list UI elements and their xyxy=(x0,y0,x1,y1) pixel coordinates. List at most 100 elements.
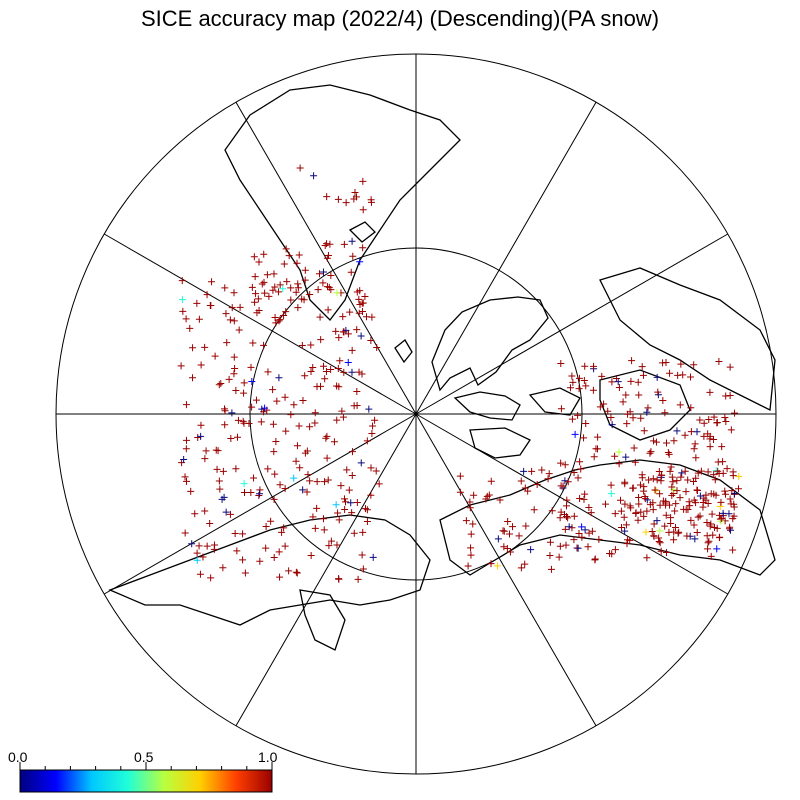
accuracy-marker xyxy=(321,241,329,249)
accuracy-marker xyxy=(290,401,298,409)
accuracy-marker xyxy=(347,268,355,276)
accuracy-marker xyxy=(665,450,673,458)
accuracy-marker xyxy=(310,172,318,180)
accuracy-marker xyxy=(262,544,270,552)
meridian-line xyxy=(103,233,417,415)
accuracy-marker xyxy=(191,510,199,518)
accuracy-marker xyxy=(661,499,669,507)
accuracy-marker xyxy=(269,286,277,294)
accuracy-marker xyxy=(564,478,572,486)
accuracy-marker xyxy=(681,467,689,475)
accuracy-marker xyxy=(705,537,713,545)
accuracy-marker xyxy=(721,487,729,495)
accuracy-marker xyxy=(282,308,290,316)
accuracy-marker xyxy=(707,520,715,528)
accuracy-marker xyxy=(323,432,331,440)
accuracy-marker xyxy=(615,448,623,456)
accuracy-marker xyxy=(299,486,307,494)
accuracy-marker xyxy=(611,510,619,518)
accuracy-marker xyxy=(655,534,663,542)
accuracy-marker xyxy=(577,465,585,473)
coastline xyxy=(528,387,581,416)
accuracy-marker xyxy=(197,432,205,440)
accuracy-marker xyxy=(343,466,351,474)
accuracy-marker xyxy=(355,309,363,317)
accuracy-marker xyxy=(181,529,189,537)
accuracy-marker xyxy=(292,288,300,296)
accuracy-marker xyxy=(239,556,247,564)
accuracy-marker xyxy=(640,512,648,520)
accuracy-marker xyxy=(247,363,255,371)
accuracy-marker xyxy=(570,536,578,544)
accuracy-marker xyxy=(581,526,589,534)
accuracy-marker xyxy=(700,432,708,440)
accuracy-marker xyxy=(650,520,658,528)
accuracy-marker xyxy=(276,481,284,489)
accuracy-marker xyxy=(301,266,309,274)
accuracy-marker xyxy=(294,304,302,312)
accuracy-marker xyxy=(180,456,188,464)
accuracy-marker xyxy=(221,421,229,429)
accuracy-marker xyxy=(346,308,354,316)
accuracy-marker xyxy=(638,363,646,371)
accuracy-marker xyxy=(692,499,700,507)
accuracy-marker xyxy=(646,449,654,457)
accuracy-marker xyxy=(693,529,701,537)
accuracy-marker xyxy=(314,286,322,294)
accuracy-marker xyxy=(677,360,685,368)
accuracy-marker xyxy=(655,468,663,476)
accuracy-marker xyxy=(270,495,278,503)
accuracy-marker xyxy=(319,279,327,287)
accuracy-marker xyxy=(342,199,350,207)
accuracy-marker xyxy=(700,419,708,427)
accuracy-marker xyxy=(656,490,664,498)
accuracy-marker xyxy=(582,382,590,390)
accuracy-marker xyxy=(704,430,712,438)
accuracy-marker xyxy=(466,498,474,506)
accuracy-marker xyxy=(557,359,565,367)
accuracy-marker xyxy=(355,368,363,376)
accuracy-marker xyxy=(262,523,270,531)
accuracy-marker xyxy=(311,524,319,532)
accuracy-marker xyxy=(199,553,207,561)
accuracy-marker xyxy=(674,529,682,537)
accuracy-marker xyxy=(621,500,629,508)
accuracy-marker xyxy=(325,542,333,550)
accuracy-marker xyxy=(373,344,381,352)
accuracy-marker xyxy=(179,307,187,315)
accuracy-marker xyxy=(270,448,278,456)
accuracy-marker xyxy=(263,271,271,279)
accuracy-marker xyxy=(509,523,517,531)
accuracy-marker xyxy=(367,196,375,204)
accuracy-marker xyxy=(635,391,643,399)
accuracy-marker xyxy=(251,298,259,306)
accuracy-marker xyxy=(707,490,715,498)
accuracy-marker xyxy=(282,427,290,435)
accuracy-marker xyxy=(668,491,676,499)
accuracy-marker xyxy=(728,487,736,495)
accuracy-marker xyxy=(189,344,197,352)
accuracy-marker xyxy=(590,453,598,461)
accuracy-marker xyxy=(470,491,478,499)
accuracy-marker xyxy=(704,499,712,507)
accuracy-marker xyxy=(313,478,321,486)
accuracy-marker xyxy=(216,485,224,493)
meridian-line xyxy=(235,413,417,727)
accuracy-marker xyxy=(557,459,565,467)
accuracy-marker xyxy=(691,440,699,448)
accuracy-marker xyxy=(653,517,661,525)
accuracy-marker xyxy=(580,434,588,442)
accuracy-marker xyxy=(585,503,593,511)
accuracy-marker xyxy=(588,527,596,535)
accuracy-marker xyxy=(274,288,282,296)
accuracy-marker xyxy=(182,477,190,485)
accuracy-marker xyxy=(707,552,715,560)
accuracy-marker xyxy=(280,524,288,532)
accuracy-marker xyxy=(356,287,364,295)
accuracy-marker xyxy=(456,472,464,480)
accuracy-marker xyxy=(348,346,356,354)
accuracy-marker xyxy=(670,437,678,445)
accuracy-marker xyxy=(668,483,676,491)
accuracy-marker xyxy=(661,522,669,530)
accuracy-marker xyxy=(627,377,635,385)
